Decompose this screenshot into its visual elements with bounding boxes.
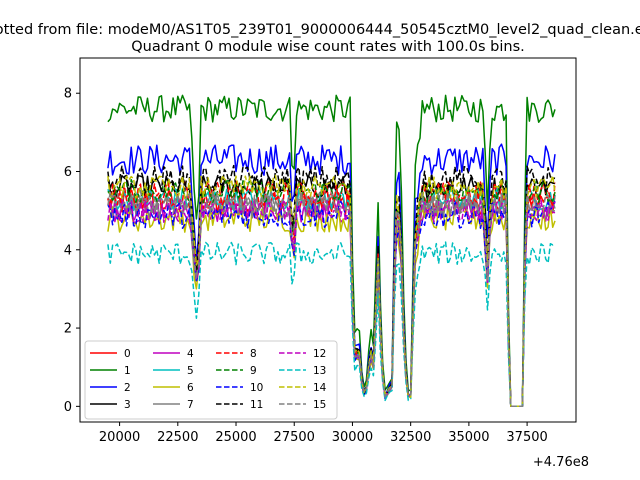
legend-label-6: 6 bbox=[187, 382, 194, 394]
series-layer bbox=[107, 94, 556, 408]
y-tick-label: 8 bbox=[64, 87, 72, 102]
legend-label-13: 13 bbox=[313, 365, 326, 377]
y-axis: 0 2 4 6 8 bbox=[64, 87, 80, 415]
x-tick-label: 32500 bbox=[390, 430, 431, 445]
series-line-11 bbox=[107, 164, 556, 408]
legend-label-5: 5 bbox=[187, 365, 194, 377]
legend-label-11: 11 bbox=[250, 399, 263, 411]
y-tick-label: 2 bbox=[64, 322, 72, 337]
series-line-2 bbox=[107, 143, 556, 408]
y-tick-label: 6 bbox=[64, 165, 72, 180]
series-line-13 bbox=[107, 241, 556, 408]
x-offset-label: +4.76e8 bbox=[533, 455, 589, 470]
legend-label-0: 0 bbox=[124, 348, 131, 360]
legend-label-9: 9 bbox=[250, 365, 257, 377]
x-tick-label: 37500 bbox=[506, 430, 547, 445]
series-line-12 bbox=[107, 198, 556, 408]
y-tick-label: 4 bbox=[64, 243, 72, 258]
legend-label-15: 15 bbox=[313, 399, 326, 411]
series-line-1 bbox=[107, 94, 556, 408]
legend-label-10: 10 bbox=[250, 382, 263, 394]
y-tick-label: 0 bbox=[64, 400, 72, 415]
x-tick-label: 30000 bbox=[332, 430, 373, 445]
legend-label-3: 3 bbox=[124, 399, 131, 411]
legend-label-8: 8 bbox=[250, 348, 257, 360]
series-line-7 bbox=[107, 194, 556, 408]
chart-title: Quadrant 0 module wise count rates with … bbox=[131, 39, 525, 55]
plot-frame bbox=[79, 57, 577, 423]
x-tick-label: 25000 bbox=[215, 430, 256, 445]
legend-box bbox=[84, 340, 338, 420]
legend-label-7: 7 bbox=[187, 399, 194, 411]
figure-suptitle: Plotted from file: modeM0/AS1T05_239T01_… bbox=[0, 22, 640, 38]
x-axis: 20000 22500 25000 27500 30000 32500 35000 37500 bbox=[99, 422, 548, 445]
series-line-9 bbox=[107, 178, 556, 408]
x-tick-label: 20000 bbox=[99, 430, 140, 445]
series-line-15 bbox=[107, 190, 556, 408]
x-tick-label: 27500 bbox=[274, 430, 315, 445]
legend-label-12: 12 bbox=[313, 348, 326, 360]
legend-label-2: 2 bbox=[124, 382, 131, 394]
legend-label-4: 4 bbox=[187, 348, 194, 360]
x-tick-label: 35000 bbox=[448, 430, 489, 445]
x-tick-label: 22500 bbox=[157, 430, 198, 445]
legend-label-1: 1 bbox=[124, 365, 131, 377]
legend-label-14: 14 bbox=[313, 382, 327, 394]
